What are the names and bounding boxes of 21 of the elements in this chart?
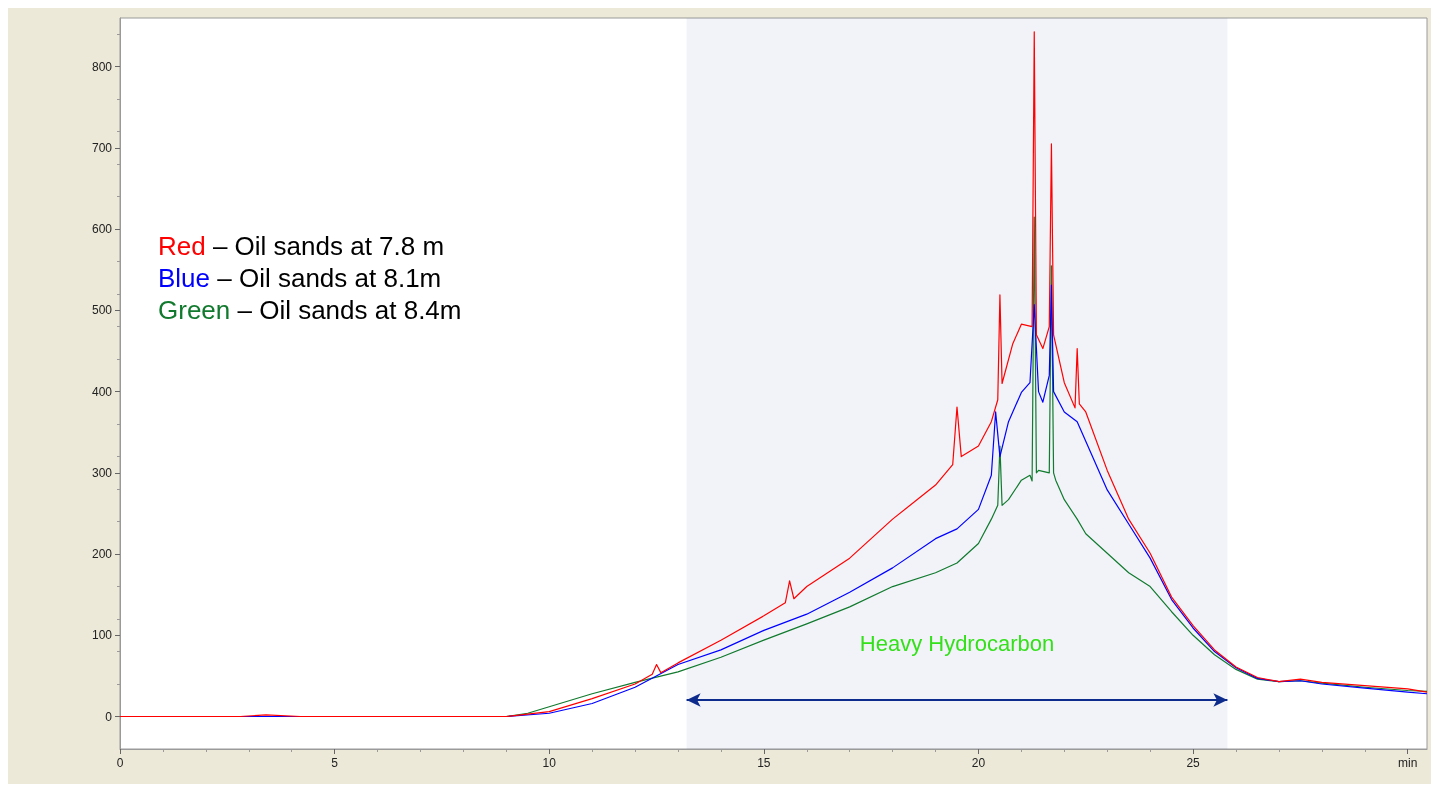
y-tick-label: 700 — [91, 140, 113, 155]
x-tick-label: 5 — [331, 756, 339, 770]
y-tick-label: 400 — [91, 384, 113, 399]
y-tick-label: 200 — [91, 547, 113, 562]
band-label: Heavy Hydrocarbon — [859, 630, 1055, 656]
text: Blue – Oil sands at 8.1m — [158, 263, 442, 293]
x-tick-label: 25 — [1186, 756, 1201, 770]
x-tick-label: 15 — [757, 756, 771, 770]
x-tick-label: 20 — [971, 756, 986, 770]
y-tick-label: 500 — [91, 303, 113, 318]
x-tick-label: 10 — [542, 756, 557, 770]
text: Red – Oil sands at 7.8 m — [158, 231, 445, 261]
x-tick-label: 0 — [116, 756, 124, 770]
y-tick-label: 800 — [91, 59, 113, 74]
line-series — [119, 31, 1428, 718]
y-tick-label: 300 — [91, 465, 113, 480]
y-tick-label: 0 — [105, 709, 113, 724]
text: Green – Oil sands at 8.4m — [158, 295, 462, 325]
y-tick-label: 600 — [91, 222, 113, 237]
x-tick-label: min — [1398, 756, 1418, 770]
y-tick-label: 100 — [91, 628, 113, 643]
